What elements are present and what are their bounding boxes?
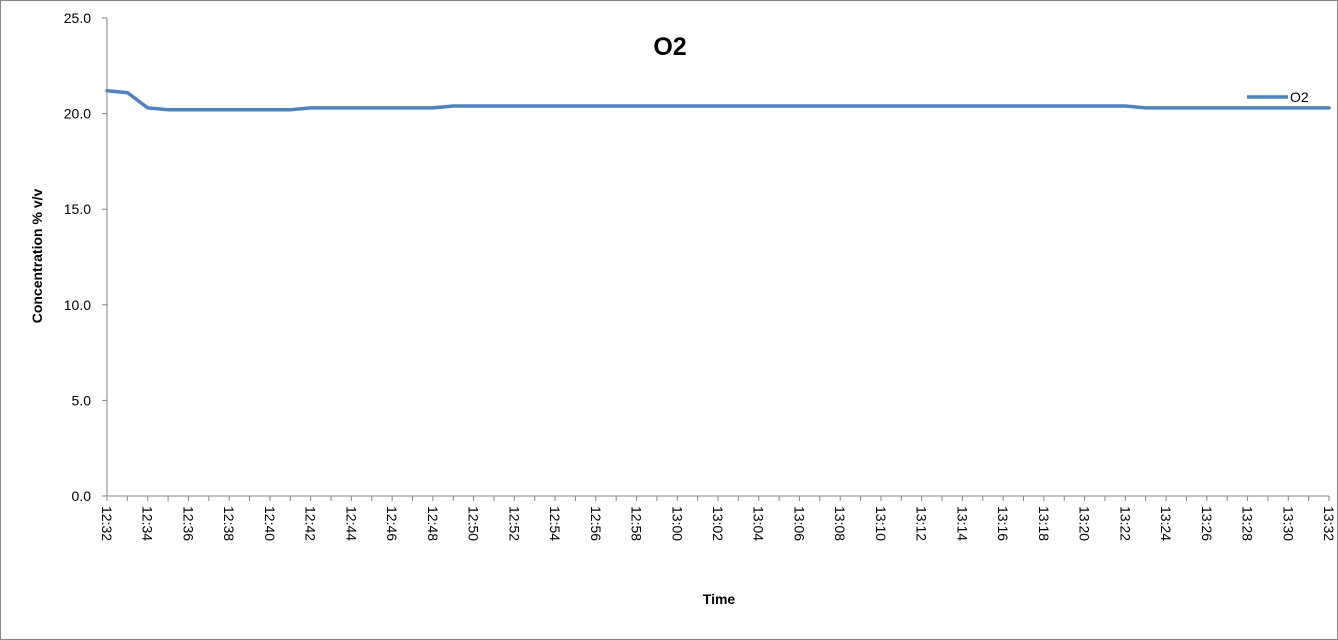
x-tick-label: 13:22 <box>1117 506 1133 541</box>
legend: O2 <box>1247 89 1309 105</box>
x-tick-label: 12:56 <box>588 506 604 541</box>
x-tick-label: 12:32 <box>99 506 115 541</box>
x-axis-title: Time <box>703 591 736 607</box>
x-tick-label: 13:30 <box>1280 506 1296 541</box>
x-tick-label: 13:20 <box>1077 506 1093 541</box>
x-tick-label: 12:50 <box>466 506 482 541</box>
y-axis-title: Concentration % v/v <box>29 189 45 324</box>
series-line-o2 <box>105 88 1331 112</box>
y-tick-label: 25.0 <box>64 10 91 26</box>
y-tick-label: 0.0 <box>72 488 92 504</box>
x-tick-label: 12:54 <box>547 506 563 541</box>
y-tick-label: 20.0 <box>64 106 91 122</box>
x-tick-label: 13:06 <box>791 506 807 541</box>
x-tick-label: 12:52 <box>506 506 522 541</box>
x-tick-label: 12:34 <box>140 506 156 541</box>
y-tick-label: 15.0 <box>64 201 91 217</box>
x-tick-label: 12:46 <box>384 506 400 541</box>
x-tick-label: 12:40 <box>262 506 278 541</box>
x-tick-label: 13:24 <box>1158 506 1174 541</box>
x-tick-label: 13:10 <box>873 506 889 541</box>
plot-area: 0.0 5.0 10.0 15.0 20.0 25.0 12:32 12:34 12:36 12:… <box>64 10 1337 541</box>
y-tick-label: 10.0 <box>64 297 91 313</box>
y-tick-label: 5.0 <box>72 392 92 408</box>
x-tick-label: 13:08 <box>832 506 848 541</box>
x-tick-label: 12:36 <box>180 506 196 541</box>
x-tick-label: 13:28 <box>1240 506 1256 541</box>
x-tick-label: 13:14 <box>954 506 970 541</box>
x-tick-label: 12:48 <box>425 506 441 541</box>
legend-label: O2 <box>1290 89 1309 105</box>
x-tick-label: 13:26 <box>1199 506 1215 541</box>
x-tick-label: 13:00 <box>669 506 685 541</box>
x-tick-label: 12:38 <box>221 506 237 541</box>
x-tick-label: 12:42 <box>303 506 319 541</box>
chart-title: O2 <box>653 33 686 61</box>
x-tick-label: 12:44 <box>343 506 359 541</box>
x-tick-label: 13:04 <box>751 506 767 541</box>
x-tick-label: 13:16 <box>995 506 1011 541</box>
x-tick-label: 13:12 <box>914 506 930 541</box>
x-tick-label: 13:32 <box>1321 506 1337 541</box>
x-tick-label: 13:18 <box>1036 506 1052 541</box>
x-tick-label: 12:58 <box>629 506 645 541</box>
x-tick-label: 13:02 <box>710 506 726 541</box>
